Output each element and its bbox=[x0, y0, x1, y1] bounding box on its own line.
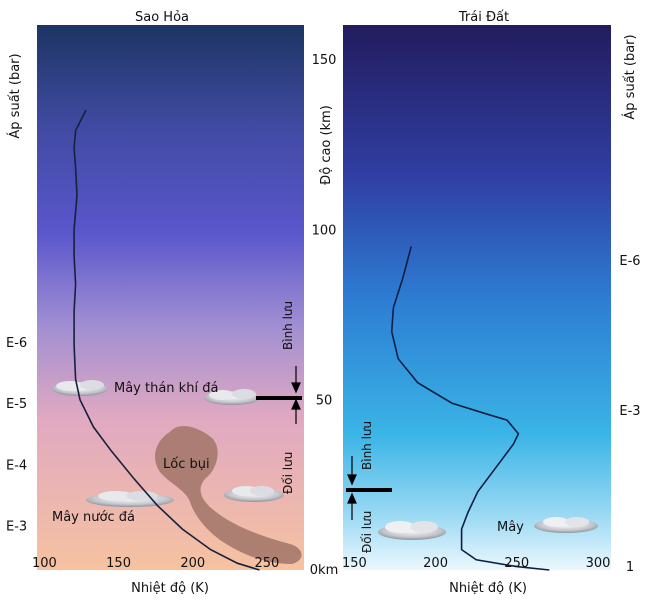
mars-water-ice-cloud-left bbox=[86, 491, 174, 507]
earth-pressure-tick: 1 bbox=[626, 560, 634, 575]
mars-title: Sao Hỏa bbox=[135, 10, 189, 25]
altitude-tick: 100 bbox=[312, 223, 337, 238]
mars-pressure-tick: E-3 bbox=[6, 520, 27, 535]
earth-x-tick: 150 bbox=[342, 556, 367, 571]
earth-tropopause-bar bbox=[346, 488, 392, 492]
earth-pressure-ticks: E-6 E-3 1 bbox=[619, 254, 640, 575]
mars-pressure-tick: E-5 bbox=[6, 397, 27, 412]
earth-panel bbox=[343, 25, 611, 570]
mars-x-axis-label: Nhiệt độ (K) bbox=[131, 581, 209, 596]
mars-x-tick: 100 bbox=[32, 556, 57, 571]
earth-x-axis-label: Nhiệt độ (K) bbox=[449, 581, 527, 596]
altitude-ticks: 150 100 50 0km bbox=[310, 53, 338, 578]
mars-stratosphere-arrow bbox=[291, 366, 301, 394]
mars-stratosphere-label: Bình lưu bbox=[281, 301, 295, 350]
earth-clouds-label: Mây bbox=[497, 520, 524, 535]
mars-co2-cloud-right bbox=[204, 389, 260, 405]
earth-temperature-profile bbox=[390, 246, 550, 571]
earth-x-tick: 300 bbox=[586, 556, 611, 571]
mars-water-ice-clouds-label: Mây nước đá bbox=[52, 510, 135, 525]
mars-pressure-tick: E-4 bbox=[6, 458, 27, 473]
earth-x-tick: 250 bbox=[504, 556, 529, 571]
earth-cloud-right bbox=[534, 517, 598, 533]
mars-pressure-axis-label: Áp suất (bar) bbox=[7, 53, 23, 138]
earth-troposphere-arrow bbox=[347, 492, 357, 520]
mars-dust-devil-label: Lốc bụi bbox=[163, 457, 210, 472]
mars-x-tick: 150 bbox=[106, 556, 131, 571]
mars-pressure-ticks: E-6 E-5 E-4 E-3 bbox=[6, 336, 27, 535]
earth-title: Trái Đất bbox=[458, 10, 509, 25]
earth-pressure-tick: E-3 bbox=[619, 404, 640, 419]
mars-water-ice-cloud-right bbox=[224, 486, 284, 502]
mars-x-tick: 200 bbox=[180, 556, 205, 571]
mars-pressure-tick: E-6 bbox=[6, 336, 27, 351]
earth-stratosphere-label: Bình lưu bbox=[360, 421, 374, 470]
earth-pressure-tick: E-6 bbox=[619, 254, 640, 269]
altitude-tick: 0km bbox=[310, 563, 338, 578]
earth-x-tick: 200 bbox=[423, 556, 448, 571]
earth-x-ticks: 150 200 250 300 bbox=[342, 556, 610, 571]
mars-tropopause-bar bbox=[256, 396, 302, 400]
earth-stratosphere-arrow bbox=[347, 456, 357, 486]
altitude-axis-label: Độ cao (km) bbox=[319, 105, 334, 185]
mars-co2-clouds-label: Mây thán khí đá bbox=[114, 381, 218, 396]
altitude-tick: 150 bbox=[312, 53, 337, 68]
mars-co2-cloud-left bbox=[52, 380, 108, 396]
altitude-tick: 50 bbox=[316, 394, 333, 409]
mars-temperature-profile bbox=[73, 109, 260, 571]
mars-x-ticks: 100 150 200 250 bbox=[32, 556, 279, 571]
mars-troposphere-label: Đối lưu bbox=[281, 452, 295, 494]
earth-troposphere-label: Đối lưu bbox=[360, 511, 374, 553]
earth-cloud-left bbox=[378, 521, 446, 540]
mars-x-tick: 250 bbox=[255, 556, 280, 571]
mars-troposphere-arrow bbox=[291, 398, 301, 424]
earth-pressure-axis-label: Áp suất (bar) bbox=[622, 34, 638, 119]
dust-devil bbox=[155, 425, 302, 564]
